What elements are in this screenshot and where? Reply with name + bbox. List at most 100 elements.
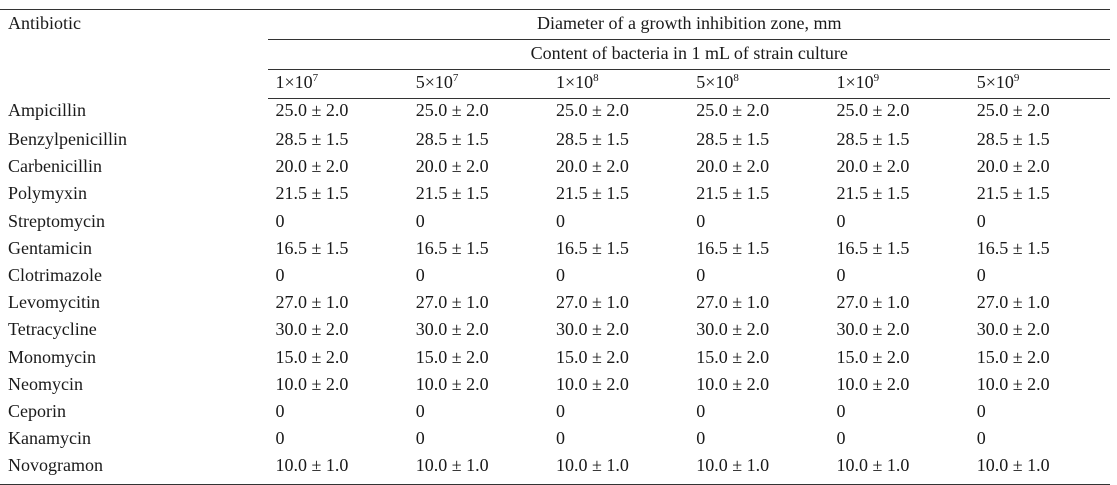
inhibition-value-cell: 10.0 ± 2.0	[415, 373, 489, 394]
antibiotic-name-cell: Ceporin	[8, 400, 66, 421]
concentration-exponent: 9	[873, 72, 880, 84]
inhibition-value-cell: 10.0 ± 1.0	[969, 456, 1110, 485]
inhibition-value-cell: 0	[836, 428, 846, 449]
inhibition-value-cell: 15.0 ± 2.0	[976, 346, 1050, 367]
inhibition-value-cell: 0	[555, 264, 565, 285]
inhibition-value-cell: 0	[275, 264, 285, 285]
inhibition-value-cell: 28.5 ± 1.5	[696, 129, 770, 149]
concentration-base: 5×10	[415, 72, 453, 92]
table-row: Kanamycin 0 0 0 0 0 0	[0, 429, 1110, 456]
inhibition-value-cell: 21.5 ± 1.5	[275, 183, 349, 204]
inhibition-value-cell: 0	[836, 400, 846, 421]
table-row: Streptomycin 0 0 0 0 0 0	[0, 212, 1110, 239]
inhibition-value-cell: 30.0 ± 2.0	[415, 319, 489, 340]
inhibition-value-cell: 0	[696, 400, 706, 421]
inhibition-value-cell: 0	[696, 210, 706, 231]
inhibition-value-cell: 30.0 ± 2.0	[836, 319, 910, 340]
antibiotic-name-cell: Carbenicillin	[8, 156, 102, 177]
inhibition-value-cell: 16.5 ± 1.5	[275, 237, 349, 258]
inhibition-value-cell: 28.5 ± 1.5	[976, 129, 1050, 149]
antibiotic-column-header: Antibiotic	[0, 9, 269, 99]
inhibition-value-cell: 21.5 ± 1.5	[976, 183, 1050, 204]
inhibition-value-cell: 16.5 ± 1.5	[555, 237, 629, 258]
header-row-concentrations: 1×107 5×107 1×108 5×108 1×109 5×109	[0, 69, 1110, 99]
concentration-exponent: 8	[733, 72, 739, 84]
inhibition-value-cell: 25.0 ± 2.0	[836, 100, 910, 120]
inhibition-value-cell: 20.0 ± 2.0	[275, 156, 349, 177]
inhibition-value-cell: 20.0 ± 2.0	[836, 156, 910, 177]
concentration-exponent: 7	[312, 72, 319, 84]
inhibition-value-cell: 28.5 ± 1.5	[275, 129, 349, 149]
table-header: Antibiotic Diameter of a growth inhibiti…	[0, 9, 1110, 99]
inhibition-value-cell: 10.0 ± 1.0	[689, 456, 830, 485]
inhibition-value-cell: 0	[275, 428, 285, 449]
inhibition-value-cell: 27.0 ± 1.0	[555, 292, 629, 313]
concentration-base: 1×10	[836, 72, 874, 92]
inhibition-value-cell: 15.0 ± 2.0	[696, 346, 770, 367]
bacteria-content-header: Content of bacteria in 1 mL of strain cu…	[268, 39, 1110, 70]
concentration-header: 1×107	[268, 69, 409, 99]
inhibition-value-cell: 16.5 ± 1.5	[976, 237, 1050, 258]
inhibition-value-cell: 0	[555, 428, 565, 449]
inhibition-value-cell: 20.0 ± 2.0	[696, 156, 770, 177]
inhibition-value-cell: 20.0 ± 2.0	[555, 156, 629, 177]
concentration-exponent: 7	[452, 72, 459, 84]
inhibition-value-cell: 30.0 ± 2.0	[555, 319, 629, 340]
inhibition-value-cell: 25.0 ± 2.0	[275, 100, 349, 120]
table-row: Benzylpenicillin 28.5 ± 1.5 28.5 ± 1.5 28.5…	[0, 130, 1110, 157]
concentration-header: 5×108	[689, 69, 830, 99]
inhibition-value-cell: 0	[415, 428, 425, 449]
table-row: Clotrimazole 0 0 0 0 0 0	[0, 266, 1110, 293]
inhibition-value-cell: 10.0 ± 2.0	[836, 373, 910, 394]
inhibition-value-cell: 0	[836, 210, 846, 231]
inhibition-value-cell: 0	[696, 264, 706, 285]
antibiotic-name-cell: Benzylpenicillin	[8, 129, 127, 149]
table-row: Polymyxin 21.5 ± 1.5 21.5 ± 1.5 21.5 ± 1.5 2…	[0, 184, 1110, 211]
inhibition-value-cell: 10.0 ± 1.0	[829, 456, 970, 485]
inhibition-value-cell: 10.0 ± 1.0	[548, 456, 690, 485]
concentration-base: 5×10	[976, 72, 1014, 92]
inhibition-value-cell: 20.0 ± 2.0	[976, 156, 1050, 177]
inhibition-value-cell: 28.5 ± 1.5	[836, 129, 910, 149]
inhibition-value-cell: 0	[275, 210, 285, 231]
inhibition-value-cell: 0	[555, 210, 565, 231]
table-row: Tetracycline 30.0 ± 2.0 30.0 ± 2.0 30.0 ± 2…	[0, 320, 1110, 347]
inhibition-value-cell: 27.0 ± 1.0	[415, 292, 489, 313]
inhibition-value-cell: 25.0 ± 2.0	[696, 100, 770, 120]
inhibition-value-cell: 21.5 ± 1.5	[415, 183, 489, 204]
concentration-base: 1×10	[275, 72, 313, 92]
inhibition-value-cell: 15.0 ± 2.0	[555, 346, 629, 367]
inhibition-value-cell: 0	[836, 264, 846, 285]
concentration-exponent: 8	[593, 72, 599, 84]
inhibition-value-cell: 27.0 ± 1.0	[836, 292, 910, 313]
table-row: Ceporin 0 0 0 0 0 0	[0, 402, 1110, 429]
inhibition-value-cell: 15.0 ± 2.0	[275, 346, 349, 367]
antibiotic-name-cell: Gentamicin	[8, 237, 92, 258]
inhibition-value-cell: 28.5 ± 1.5	[415, 129, 489, 149]
inhibition-value-cell: 0	[976, 428, 986, 449]
inhibition-value-cell: 25.0 ± 2.0	[415, 100, 489, 120]
inhibition-value-cell: 10.0 ± 2.0	[275, 373, 349, 394]
concentration-header: 1×109	[829, 69, 970, 99]
inhibition-value-cell: 25.0 ± 2.0	[976, 100, 1050, 120]
inhibition-value-cell: 28.5 ± 1.5	[555, 129, 629, 149]
concentration-header: 5×109	[969, 69, 1110, 99]
inhibition-value-cell: 10.0 ± 1.0	[268, 456, 409, 485]
table-row: Ampicillin 25.0 ± 2.0 25.0 ± 2.0 25.0 ± 2.0…	[0, 99, 1110, 131]
inhibition-value-cell: 0	[696, 428, 706, 449]
inhibition-value-cell: 15.0 ± 2.0	[415, 346, 489, 367]
inhibition-value-cell: 21.5 ± 1.5	[555, 183, 629, 204]
inhibition-value-cell: 21.5 ± 1.5	[696, 183, 770, 204]
inhibition-zone-header: Diameter of a growth inhibition zone, mm	[268, 9, 1110, 40]
inhibition-value-cell: 10.0 ± 1.0	[408, 456, 549, 485]
concentration-header: 5×107	[408, 69, 549, 99]
antibiotic-name-cell: Neomycin	[8, 373, 83, 394]
inhibition-value-cell: 0	[415, 264, 425, 285]
inhibition-value-cell: 16.5 ± 1.5	[836, 237, 910, 258]
inhibition-value-cell: 27.0 ± 1.0	[275, 292, 349, 313]
antibiotic-name-cell: Levomycitin	[8, 292, 100, 313]
antibiotic-name-cell: Polymyxin	[8, 183, 88, 204]
inhibition-value-cell: 0	[976, 400, 986, 421]
table-row: Levomycitin 27.0 ± 1.0 27.0 ± 1.0 27.0 ± 1.…	[0, 293, 1110, 320]
